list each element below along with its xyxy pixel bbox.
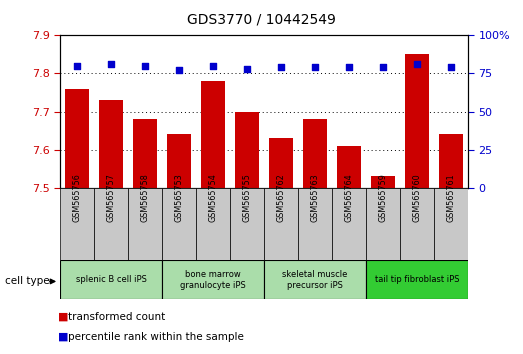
Text: GSM565757: GSM565757 — [107, 173, 116, 222]
Bar — [167, 134, 191, 188]
Point — [141, 63, 150, 69]
Text: GSM565763: GSM565763 — [311, 174, 320, 222]
Point — [311, 64, 320, 70]
Bar — [60, 188, 94, 260]
Text: GSM565761: GSM565761 — [447, 174, 456, 222]
Bar — [196, 188, 230, 260]
Bar — [405, 55, 429, 188]
Point — [175, 68, 184, 73]
Text: ■: ■ — [58, 332, 68, 342]
Text: GDS3770 / 10442549: GDS3770 / 10442549 — [187, 12, 336, 27]
Bar — [65, 88, 89, 188]
Bar — [264, 260, 366, 299]
Bar — [133, 119, 157, 188]
Text: GSM565758: GSM565758 — [141, 174, 150, 222]
Bar — [162, 260, 264, 299]
Bar — [332, 188, 366, 260]
Bar — [60, 260, 162, 299]
Point — [243, 66, 252, 72]
Bar — [162, 188, 196, 260]
Text: GSM565760: GSM565760 — [413, 174, 422, 222]
Point — [209, 63, 218, 69]
Bar — [99, 100, 123, 188]
Bar — [94, 188, 128, 260]
Text: GSM565754: GSM565754 — [209, 174, 218, 222]
Text: transformed count: transformed count — [68, 312, 165, 322]
Text: tail tip fibroblast iPS: tail tip fibroblast iPS — [375, 275, 459, 284]
Bar — [366, 188, 400, 260]
Point — [379, 64, 388, 70]
Text: GSM565756: GSM565756 — [73, 174, 82, 222]
Text: GSM565755: GSM565755 — [243, 173, 252, 222]
Point — [107, 62, 116, 67]
Point — [73, 63, 82, 69]
Text: bone marrow
granulocyte iPS: bone marrow granulocyte iPS — [180, 270, 246, 290]
Bar — [434, 188, 468, 260]
Bar — [371, 176, 395, 188]
Text: ■: ■ — [58, 312, 68, 322]
Bar — [269, 138, 293, 188]
Bar — [303, 119, 327, 188]
Bar — [439, 134, 463, 188]
Text: skeletal muscle
precursor iPS: skeletal muscle precursor iPS — [282, 270, 348, 290]
Text: GSM565753: GSM565753 — [175, 174, 184, 222]
Text: percentile rank within the sample: percentile rank within the sample — [68, 332, 244, 342]
Bar — [400, 188, 434, 260]
Point — [345, 64, 354, 70]
Bar — [264, 188, 298, 260]
Bar — [128, 188, 162, 260]
Point — [277, 64, 286, 70]
Bar — [230, 188, 264, 260]
Text: splenic B cell iPS: splenic B cell iPS — [76, 275, 146, 284]
Text: cell type: cell type — [5, 276, 50, 286]
Text: GSM565762: GSM565762 — [277, 174, 286, 222]
Point — [447, 64, 456, 70]
Bar — [366, 260, 468, 299]
Text: GSM565759: GSM565759 — [379, 173, 388, 222]
Bar — [298, 188, 332, 260]
Bar — [235, 112, 259, 188]
Text: GSM565764: GSM565764 — [345, 174, 354, 222]
Point — [413, 62, 422, 67]
Bar — [337, 146, 361, 188]
Bar — [201, 81, 225, 188]
